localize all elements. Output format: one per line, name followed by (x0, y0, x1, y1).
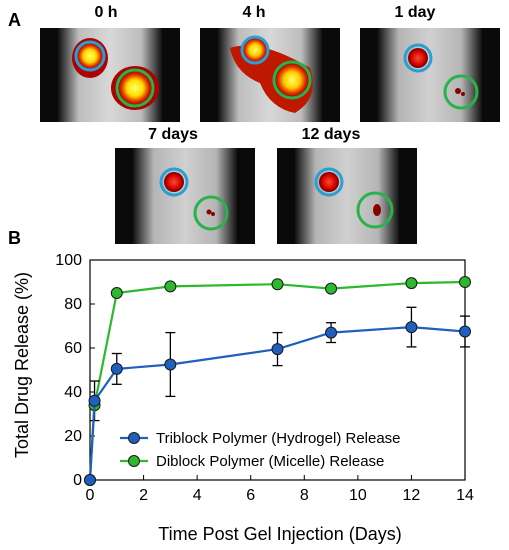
x-tick-label: 12 (403, 487, 421, 504)
mouse-image-7days (115, 148, 255, 244)
mouse-image-0h (40, 28, 180, 122)
image-label-4h: 4 h (242, 4, 266, 21)
y-tick-label: 0 (73, 472, 82, 489)
triblock-series (84, 306, 471, 486)
x-tick-label: 6 (246, 487, 255, 504)
x-tick-label: 14 (456, 487, 474, 504)
panel-b-letter: B (8, 228, 21, 248)
data-point (459, 325, 471, 338)
data-point (405, 277, 418, 290)
data-point (164, 280, 177, 293)
y-axis-label: Total Drug Release (%) (12, 272, 32, 458)
data-point (164, 358, 177, 371)
x-tick-label: 4 (193, 487, 202, 504)
mouse-image-12days (277, 148, 417, 244)
plot-frame (89, 259, 466, 481)
series-line (88, 280, 466, 481)
y-tick-label: 60 (64, 340, 82, 357)
image-label-12days: 12 days (301, 126, 361, 143)
y-tick-label: 100 (55, 252, 82, 269)
image-label-7days: 7 days (148, 126, 198, 143)
data-point (325, 282, 338, 295)
legend-marker (128, 455, 140, 467)
mouse-image-1day (360, 28, 500, 122)
mouse-image-4h (200, 28, 340, 122)
y-tick-label: 40 (64, 384, 82, 401)
x-tick-label: 2 (139, 487, 148, 504)
y-tick-label: 80 (64, 296, 82, 313)
legend-marker (128, 432, 140, 444)
y-tick-label: 20 (64, 428, 82, 445)
drug-release-chart: Total Drug Release (%) Time Post Gel Inj… (12, 252, 474, 544)
x-axis-label: Time Post Gel Injection (Days) (158, 524, 401, 544)
legend-label: Triblock Polymer (Hydrogel) Release (156, 430, 401, 447)
data-point (271, 278, 284, 291)
data-point (110, 287, 123, 299)
panel-a-letter: A (8, 10, 21, 30)
image-label-0h: 0 h (94, 4, 118, 21)
x-tick-label: 10 (349, 487, 367, 504)
data-point (84, 474, 96, 486)
data-point (459, 276, 471, 288)
x-tick-label: 0 (86, 487, 95, 504)
image-label-1day: 1 day (394, 4, 436, 21)
x-tick-label: 8 (300, 487, 309, 504)
data-point (271, 343, 284, 356)
data-point (110, 362, 123, 375)
data-point (88, 394, 101, 407)
series-line (88, 325, 466, 481)
data-point (325, 326, 338, 339)
legend-label: Diblock Polymer (Micelle) Release (156, 453, 384, 470)
data-point (405, 321, 418, 334)
